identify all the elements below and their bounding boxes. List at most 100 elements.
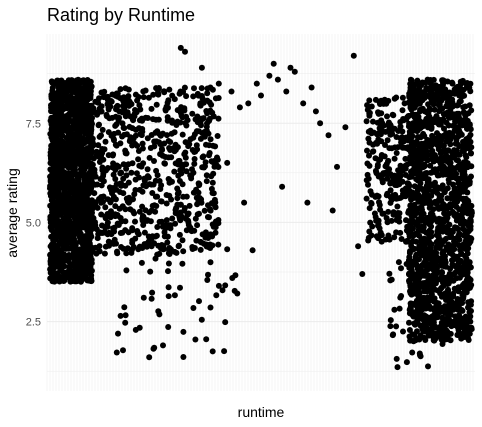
data-point xyxy=(92,222,98,228)
data-point xyxy=(428,140,434,146)
data-point xyxy=(73,157,79,163)
data-point xyxy=(74,205,80,211)
data-point xyxy=(400,95,406,101)
data-point xyxy=(456,163,462,169)
data-point xyxy=(69,276,75,282)
data-point xyxy=(131,136,137,142)
data-point xyxy=(141,295,147,301)
data-point xyxy=(210,180,216,186)
data-point xyxy=(176,243,182,249)
data-point xyxy=(163,154,169,160)
data-point xyxy=(59,223,65,229)
data-point xyxy=(158,198,164,204)
data-point xyxy=(444,244,450,250)
data-point xyxy=(61,216,67,222)
data-point xyxy=(428,297,434,303)
data-point xyxy=(145,135,151,141)
data-point xyxy=(379,128,385,134)
data-point xyxy=(376,218,382,224)
data-point xyxy=(204,178,210,184)
data-point xyxy=(51,142,57,148)
data-point xyxy=(434,120,440,126)
data-point xyxy=(433,82,439,88)
data-point xyxy=(165,97,171,103)
data-point xyxy=(463,256,469,262)
data-point xyxy=(397,295,403,301)
data-point xyxy=(126,229,132,235)
data-point xyxy=(56,137,62,143)
data-point xyxy=(432,184,438,190)
data-point xyxy=(132,187,138,193)
y-axis-title: average rating xyxy=(4,168,20,258)
data-point xyxy=(58,83,64,89)
data-point xyxy=(165,114,171,120)
data-point xyxy=(129,247,135,253)
data-point xyxy=(418,218,424,224)
data-point xyxy=(178,202,184,208)
data-point xyxy=(140,213,146,219)
data-point xyxy=(199,93,205,99)
data-point xyxy=(377,207,383,213)
data-point xyxy=(190,305,196,311)
data-point xyxy=(209,242,215,248)
data-point xyxy=(423,170,429,176)
data-point xyxy=(91,215,97,221)
data-point xyxy=(164,132,170,138)
data-point xyxy=(455,158,461,164)
data-point xyxy=(152,209,158,215)
data-point xyxy=(207,206,213,212)
data-point xyxy=(90,141,96,147)
data-point xyxy=(405,180,411,186)
data-point xyxy=(161,88,167,94)
data-point xyxy=(215,242,221,248)
data-point xyxy=(190,170,196,176)
data-point xyxy=(389,145,395,151)
data-point xyxy=(69,245,75,251)
y-axis-ticks: 2.55.07.5 xyxy=(26,118,41,328)
data-point xyxy=(396,259,402,265)
data-point xyxy=(309,85,315,91)
data-point xyxy=(115,331,121,337)
data-point xyxy=(123,267,129,273)
data-point xyxy=(365,238,371,244)
data-point xyxy=(76,113,82,119)
data-point xyxy=(440,280,446,286)
data-point xyxy=(165,268,171,274)
data-point xyxy=(86,278,92,284)
data-point xyxy=(115,91,121,97)
data-point xyxy=(179,261,185,267)
data-point xyxy=(54,129,60,135)
data-point xyxy=(48,152,54,158)
data-point xyxy=(385,158,391,164)
data-point xyxy=(409,77,415,83)
data-point xyxy=(389,277,395,283)
data-point xyxy=(51,163,57,169)
data-point xyxy=(406,135,412,141)
data-point xyxy=(166,261,172,267)
data-point xyxy=(411,170,417,176)
data-point xyxy=(392,96,398,102)
data-point xyxy=(435,226,441,232)
data-point xyxy=(288,65,294,71)
data-point xyxy=(175,144,181,150)
data-point xyxy=(79,90,85,96)
data-point xyxy=(48,115,54,121)
data-point xyxy=(379,152,385,158)
data-point xyxy=(69,173,75,179)
x-axis-title: runtime xyxy=(238,404,285,420)
data-point xyxy=(165,234,171,240)
data-point xyxy=(51,195,57,201)
data-point xyxy=(186,211,192,217)
data-point xyxy=(165,324,171,330)
data-point xyxy=(456,206,462,212)
data-point xyxy=(460,143,466,149)
data-point xyxy=(447,271,453,277)
data-point xyxy=(232,272,238,278)
data-point xyxy=(105,231,111,237)
data-point xyxy=(423,313,429,319)
data-point xyxy=(99,90,105,96)
data-point xyxy=(192,245,198,251)
data-point xyxy=(199,85,205,91)
data-point xyxy=(215,133,221,139)
data-point xyxy=(464,160,470,166)
